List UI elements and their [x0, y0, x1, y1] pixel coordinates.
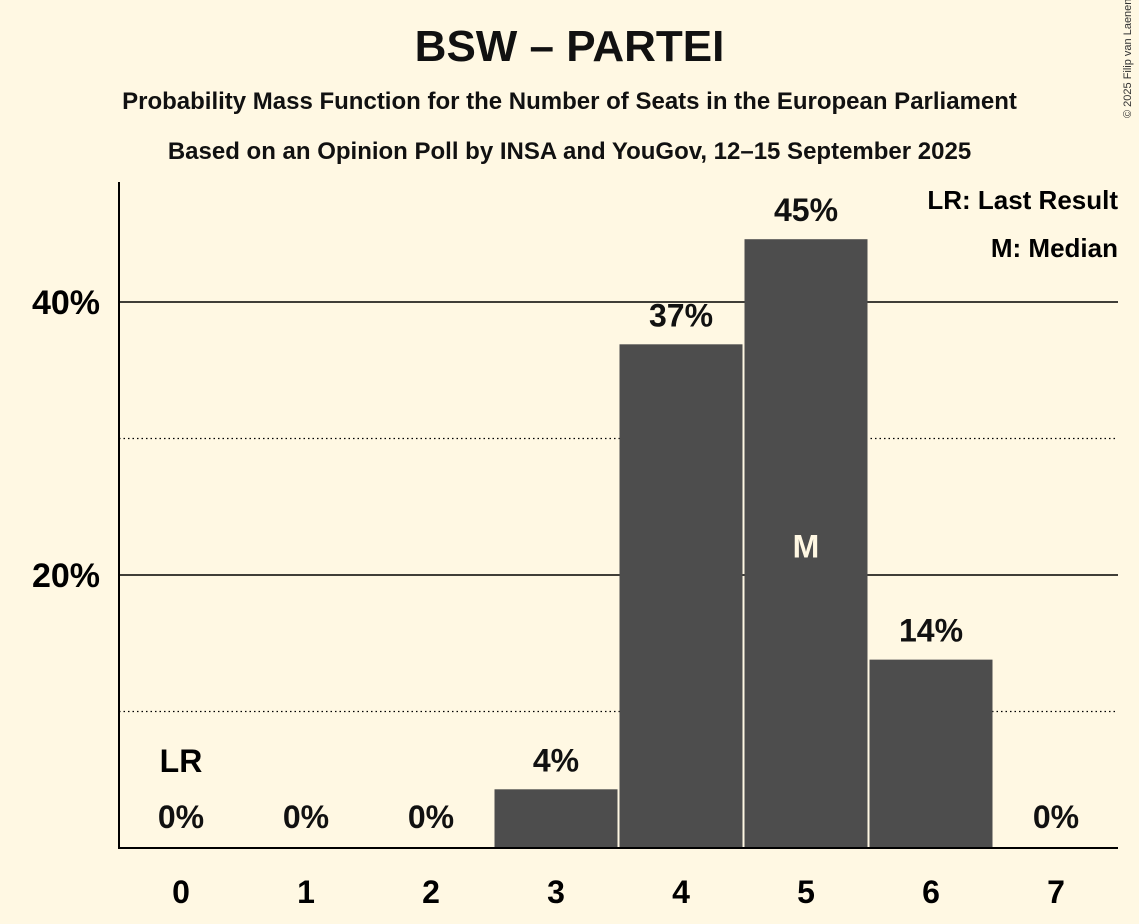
median-marker: M: [793, 529, 820, 565]
last-result-marker: LR: [160, 743, 203, 779]
data-label: 0%: [283, 799, 329, 835]
y-tick-label: 20%: [32, 557, 100, 595]
bar: [869, 659, 993, 848]
data-label: 0%: [408, 799, 454, 835]
legend-entry: LR: Last Result: [927, 185, 1118, 215]
x-tick-label: 7: [1047, 874, 1065, 910]
chart-title: BSW – PARTEI: [414, 22, 725, 71]
legend-entry: M: Median: [991, 233, 1118, 263]
x-tick-label: 0: [172, 874, 190, 910]
bar: [619, 344, 743, 848]
chart-subtitle-source: Based on an Opinion Poll by INSA and You…: [167, 138, 972, 165]
bar: [494, 789, 618, 848]
bar: [744, 239, 868, 848]
data-label: 37%: [649, 297, 713, 333]
x-tick-label: 2: [422, 874, 440, 910]
x-tick-label: 1: [297, 874, 315, 910]
x-tick-label: 6: [922, 874, 940, 910]
data-label: 4%: [533, 742, 579, 778]
data-label: 45%: [774, 192, 838, 228]
data-label: 0%: [158, 799, 204, 835]
x-tick-label: 4: [672, 874, 690, 910]
chart-subtitle: Probability Mass Function for the Number…: [122, 88, 1017, 115]
data-label: 14%: [899, 613, 963, 649]
y-tick-label: 40%: [32, 284, 100, 322]
x-tick-label: 3: [547, 874, 565, 910]
x-tick-label: 5: [797, 874, 815, 910]
data-label: 0%: [1033, 799, 1079, 835]
